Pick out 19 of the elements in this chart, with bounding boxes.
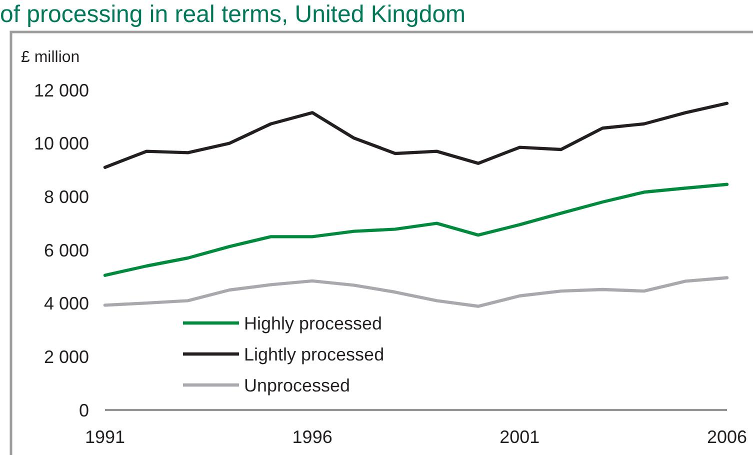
y-tick-label: 8 000 [44, 186, 89, 207]
chart-title: of processing in real terms, United Kingdom [0, 1, 466, 28]
x-tick-label: 1996 [292, 427, 332, 447]
legend-label: Lightly processed [244, 344, 384, 364]
x-tick-label: 2006 [706, 427, 748, 447]
legend-label: Unprocessed [244, 375, 350, 396]
legend-label: Highly processed [244, 313, 382, 334]
y-tick-label: 2 000 [44, 346, 89, 367]
y-tick-label: 10 000 [34, 134, 89, 154]
y-tick-label: 6 000 [44, 240, 89, 260]
y-tick-label: 4 000 [44, 294, 89, 314]
y-tick-label: 12 000 [34, 80, 89, 100]
y-tick-label: 0 [78, 400, 89, 420]
line-series [103, 276, 729, 308]
line-series [103, 102, 729, 169]
y-axis-title: £ million [21, 49, 80, 66]
x-tick-label: 1991 [84, 427, 126, 447]
line-series [103, 182, 729, 277]
x-tick-label: 2001 [500, 427, 540, 447]
